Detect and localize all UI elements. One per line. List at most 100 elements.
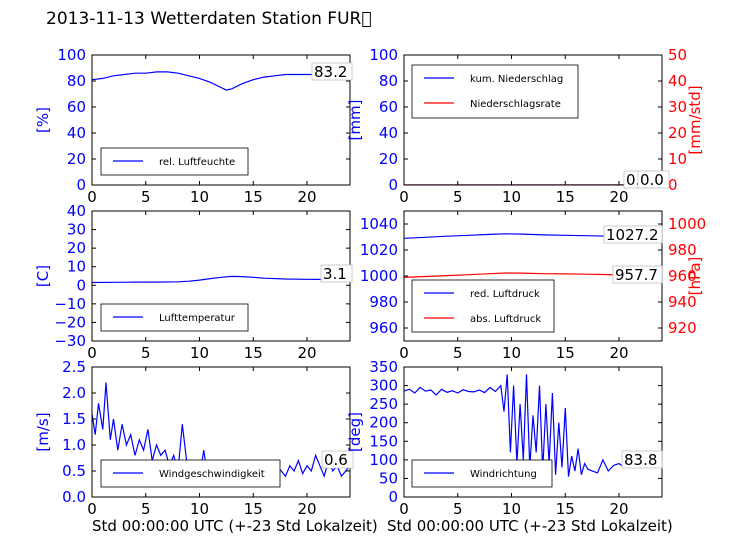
legend-label: Windrichtung — [470, 469, 537, 480]
y-tick-label: 150 — [369, 432, 398, 450]
x-tick-label: 20 — [609, 344, 628, 362]
x-tick-label: 5 — [453, 500, 463, 518]
x-tick-label: 0 — [399, 500, 409, 518]
value-annotation-box — [311, 62, 353, 81]
y-tick-label: −20 — [54, 313, 86, 331]
y-tick-label: 80 — [67, 72, 86, 90]
series-line-middle-left-0 — [92, 275, 350, 284]
x-tick-label: 10 — [502, 188, 521, 206]
x-tick-label: 15 — [244, 344, 263, 362]
x-tick-label: 15 — [556, 500, 575, 518]
x-tick-label: 15 — [244, 188, 263, 206]
x-tick-label: 10 — [502, 344, 521, 362]
x-tick-label: 10 — [190, 500, 209, 518]
x-tick-label: 5 — [141, 188, 151, 206]
y-tick-label: 200 — [369, 414, 398, 432]
y-tick-label: 60 — [379, 98, 398, 116]
y2-tick-label: 40 — [668, 72, 687, 90]
x-tick-label: 15 — [556, 344, 575, 362]
legend-label: kum. Niederschlag — [470, 74, 563, 85]
x-tick-label: 10 — [190, 188, 209, 206]
value-annotation: 83.2 — [314, 63, 347, 81]
value-annotation: 1027.2 — [606, 226, 659, 244]
x-tick-label: 5 — [141, 344, 151, 362]
x-tick-label: 0 — [399, 188, 409, 206]
legend-label: Lufttemperatur — [159, 313, 236, 324]
value-annotation-box — [621, 450, 663, 469]
y-tick-label: 40 — [379, 124, 398, 142]
y-tick-label: 250 — [369, 395, 398, 413]
value-annotation-box — [320, 264, 353, 283]
y-tick-label: 1000 — [360, 267, 398, 285]
y-tick-label: −10 — [54, 295, 86, 313]
y-tick-label: 2.5 — [62, 358, 86, 376]
y-tick-label: 20 — [379, 150, 398, 168]
x-tick-label: 20 — [297, 344, 316, 362]
y2-tick-label: 10 — [668, 150, 687, 168]
legend-label: Niederschlagsrate — [470, 99, 561, 110]
series-line-top-left-0 — [92, 71, 350, 91]
y-tick-label: 1.0 — [62, 436, 86, 454]
y-tick-label: 2.0 — [62, 384, 86, 402]
y2-tick-label: 960 — [668, 267, 697, 285]
y-tick-label: 0 — [388, 176, 398, 194]
legend-label: rel. Luftfeuchte — [159, 157, 235, 168]
x-tick-label: 0 — [87, 188, 97, 206]
y-tick-label: 0 — [388, 488, 398, 506]
value-annotation: 83.8 — [624, 451, 657, 469]
figure-title: 2013-11-13 Wetterdaten Station FUR  — [46, 9, 372, 29]
y2-tick-label: 1000 — [668, 215, 706, 233]
value-annotation-box — [321, 450, 354, 469]
y-tick-label: 0 — [76, 176, 86, 194]
x-tick-label: 0 — [87, 344, 97, 362]
x-axis-label-right: Std 00:00:00 UTC (+-23 Std Lokalzeit) — [387, 517, 673, 535]
legend-label: Windgeschwindigkeit — [159, 469, 265, 480]
y2-tick-label: 50 — [668, 46, 687, 64]
value-annotation-box — [612, 265, 663, 284]
y-tick-label: 350 — [369, 358, 398, 376]
value-annotation-box — [603, 225, 663, 244]
y-tick-label: 50 — [379, 469, 398, 487]
y2-tick-label: 920 — [668, 319, 697, 337]
plot-frame-top-right — [403, 54, 663, 186]
x-tick-label: 20 — [609, 500, 628, 518]
y2-tick-label: 940 — [668, 293, 697, 311]
x-tick-label: 5 — [453, 344, 463, 362]
y-tick-label: 0.5 — [62, 462, 86, 480]
y-tick-label: 1.5 — [62, 410, 86, 428]
y-tick-label: 300 — [369, 377, 398, 395]
y2-tick-label: 980 — [668, 241, 697, 259]
series-line-bottom-right-0 — [404, 374, 662, 477]
value-annotation-box — [637, 170, 670, 189]
y-tick-label: 60 — [67, 98, 86, 116]
plot-frame-bottom-left — [91, 366, 351, 498]
x-tick-label: 20 — [297, 188, 316, 206]
y-axis-label: [%] — [34, 107, 52, 133]
y-axis-label: [mm] — [346, 100, 364, 141]
y-tick-label: 20 — [67, 150, 86, 168]
x-tick-label: 10 — [502, 500, 521, 518]
x-axis-label-left: Std 00:00:00 UTC (+-23 Std Lokalzeit) — [92, 517, 378, 535]
x-tick-label: 15 — [244, 500, 263, 518]
y-tick-label: 0 — [76, 276, 86, 294]
y-tick-label: 1040 — [360, 215, 398, 233]
y2-tick-label: 0 — [668, 176, 678, 194]
legend-label: abs. Luftdruck — [470, 314, 541, 325]
y-tick-label: 100 — [369, 46, 398, 64]
x-tick-label: 0 — [399, 344, 409, 362]
y-tick-label: −30 — [54, 332, 86, 350]
plot-frame-top-left — [91, 54, 351, 186]
value-annotation: 0.6 — [324, 451, 348, 469]
x-tick-label: 15 — [556, 188, 575, 206]
y-tick-label: 40 — [67, 124, 86, 142]
x-tick-label: 10 — [190, 344, 209, 362]
y2-axis-label: [mm/std] — [686, 85, 704, 154]
y2-axis-label: [hPa] — [686, 257, 704, 296]
x-tick-label: 0 — [87, 500, 97, 518]
y-tick-label: 100 — [57, 46, 86, 64]
x-tick-label: 5 — [453, 188, 463, 206]
y-tick-label: 80 — [379, 72, 398, 90]
y2-tick-label: 30 — [668, 98, 687, 116]
value-annotation: 3.1 — [323, 265, 347, 283]
